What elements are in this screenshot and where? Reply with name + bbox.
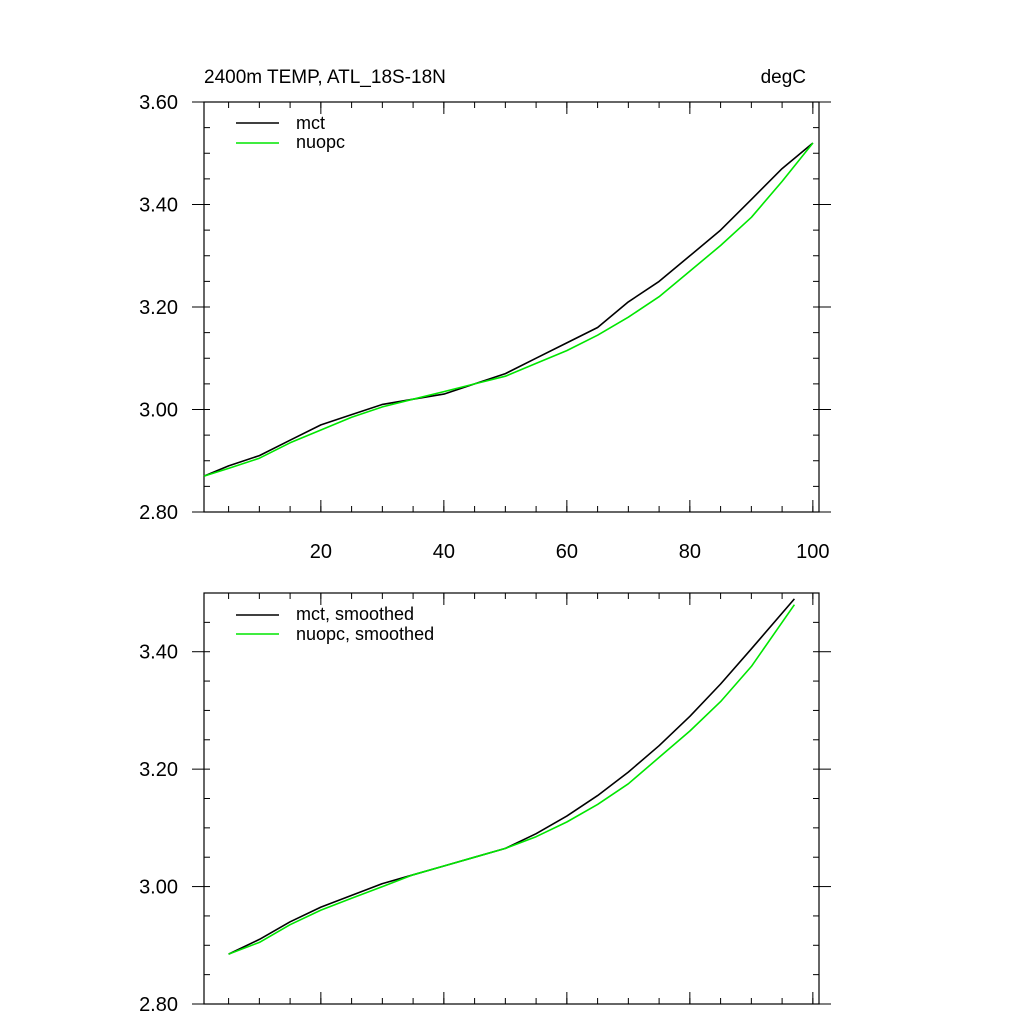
x-tick-label: 20	[310, 541, 332, 563]
y-tick-label: 3.40	[139, 195, 178, 217]
y-tick-label: 3.20	[139, 759, 178, 781]
y-tick-label: 2.80	[139, 994, 178, 1016]
bottom-plot-ticks: 2.80 3.00 3.20 3.40	[139, 592, 831, 1016]
top-plot-legend: mct nuopc	[236, 113, 345, 152]
top-plot-frame	[203, 101, 820, 513]
x-tick-label: 80	[679, 541, 701, 563]
series-line-mct	[203, 142, 814, 477]
y-tick-label: 3.40	[139, 642, 178, 664]
y-tick-label: 3.00	[139, 400, 178, 422]
top-plot-ticks: 2.80 3.00 3.20 3.40 3.60 20 40 60 80 100	[139, 92, 831, 563]
x-tick-label: 40	[433, 541, 455, 563]
bottom-plot-legend: mct, smoothed nuopc, smoothed	[236, 604, 434, 644]
y-tick-label: 2.80	[139, 502, 178, 524]
y-tick-label: 3.00	[139, 877, 178, 899]
y-tick-label: 3.20	[139, 297, 178, 319]
series-line-nuopc-smoothed	[228, 604, 796, 955]
chart-title: 2400m TEMP, ATL_18S-18N	[204, 67, 446, 88]
legend-label-mct: mct	[296, 113, 325, 133]
y-tick-label: 3.60	[139, 92, 178, 114]
series-line-nuopc	[203, 142, 814, 477]
legend-label-nuopc-smoothed: nuopc, smoothed	[296, 624, 434, 644]
top-plot-series	[203, 142, 814, 477]
bottom-plot-frame	[203, 592, 820, 1005]
top-plot-panel: 2.80 3.00 3.20 3.40 3.60 20 40 60 80 100 mct nuop…	[139, 92, 831, 563]
bottom-plot-panel: 2.80 3.00 3.20 3.40 mct, smoothed nuopc, sm…	[139, 592, 831, 1016]
bottom-plot-series	[228, 598, 796, 955]
legend-label-nuopc: nuopc	[296, 132, 345, 152]
x-tick-label: 100	[796, 541, 829, 563]
series-line-mct-smoothed	[228, 598, 796, 955]
chart-units: degC	[761, 67, 806, 88]
legend-label-mct-smoothed: mct, smoothed	[296, 604, 414, 624]
x-tick-label: 60	[556, 541, 578, 563]
